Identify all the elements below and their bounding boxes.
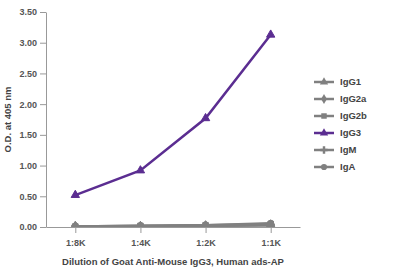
x-tick: 1:1K bbox=[261, 227, 281, 248]
series-line bbox=[75, 35, 270, 195]
x-tick-label: 1:1K bbox=[261, 238, 281, 248]
legend-marker bbox=[321, 164, 327, 170]
legend-item: IgG3 bbox=[314, 127, 361, 138]
x-tick-mark bbox=[75, 227, 76, 233]
y-axis: 0.00 0.50 1.00 1.50 2.00 2.50 3.00 3.50 bbox=[19, 7, 46, 232]
series-point bbox=[136, 166, 144, 173]
series-point bbox=[72, 223, 78, 227]
y-tick-mark bbox=[40, 43, 46, 44]
y-tick-label: 2.50 bbox=[19, 69, 37, 79]
legend-marker bbox=[321, 94, 327, 104]
series-point bbox=[136, 222, 144, 227]
y-tick-label: 0.50 bbox=[19, 192, 37, 202]
chart: 0.00 0.50 1.00 1.50 2.00 2.50 3.00 3.50 1:8K 1:4K… bbox=[0, 0, 400, 275]
y-tick-label: 0.00 bbox=[19, 222, 37, 232]
legend: IgG1 IgG2a IgG2b IgG3 IgM IgA bbox=[314, 76, 367, 172]
legend-marker bbox=[320, 77, 328, 84]
legend-label: IgG1 bbox=[340, 76, 362, 87]
y-axis-title: O.D. at 405 nm bbox=[2, 87, 13, 153]
y-tick-mark bbox=[40, 166, 46, 167]
series-point bbox=[267, 30, 275, 37]
y-axis-line bbox=[46, 13, 47, 228]
y-tick-label: 3.00 bbox=[19, 38, 37, 48]
x-tick-label: 1:2K bbox=[196, 238, 216, 248]
series-point bbox=[137, 223, 143, 227]
series-point bbox=[203, 221, 209, 227]
y-tick: 2.50 bbox=[19, 69, 46, 79]
plot: 0.00 0.50 1.00 1.50 2.00 2.50 3.00 3.50 1:8K 1:4K… bbox=[19, 7, 300, 248]
y-tick-mark bbox=[40, 227, 46, 228]
y-tick: 3.50 bbox=[19, 7, 46, 17]
series-point bbox=[71, 190, 79, 197]
legend-item: IgG2b bbox=[314, 110, 367, 121]
legend-label: IgA bbox=[340, 161, 355, 172]
x-tick: 1:2K bbox=[196, 227, 216, 248]
legend-label: IgG3 bbox=[340, 127, 361, 138]
legend-item: IgA bbox=[314, 161, 355, 172]
y-tick: 0.50 bbox=[19, 192, 46, 202]
series-point bbox=[202, 222, 208, 227]
y-tick: 0.00 bbox=[19, 222, 46, 232]
series-point bbox=[268, 220, 274, 227]
x-tick: 1:4K bbox=[131, 227, 151, 248]
series-point bbox=[268, 220, 274, 226]
legend-item: IgM bbox=[314, 144, 356, 155]
series-point bbox=[203, 222, 208, 227]
series-point bbox=[202, 222, 209, 227]
x-axis: 1:8K 1:4K 1:2K 1:1K bbox=[47, 227, 301, 248]
series-point bbox=[137, 223, 144, 227]
series-point bbox=[72, 221, 78, 227]
x-tick-mark bbox=[271, 227, 272, 233]
x-tick-mark bbox=[206, 227, 207, 233]
series-point bbox=[138, 223, 143, 227]
series-line bbox=[75, 224, 270, 226]
series-point bbox=[268, 221, 273, 226]
x-tick-label: 1:4K bbox=[131, 238, 151, 248]
y-tick-label: 3.50 bbox=[19, 7, 37, 17]
y-tick: 1.50 bbox=[19, 130, 46, 140]
y-tick: 2.00 bbox=[19, 100, 46, 110]
series-point bbox=[73, 224, 78, 227]
series-point bbox=[72, 223, 79, 227]
legend-label: IgG2a bbox=[340, 93, 367, 104]
x-tick-mark bbox=[140, 227, 141, 233]
y-tick-mark bbox=[40, 135, 46, 136]
y-tick-mark bbox=[40, 196, 46, 197]
legend-marker bbox=[320, 146, 327, 153]
y-tick-label: 1.50 bbox=[19, 130, 37, 140]
y-tick-mark bbox=[40, 12, 46, 13]
series-point bbox=[137, 221, 143, 227]
x-tick-label: 1:8K bbox=[66, 238, 86, 248]
y-tick: 3.00 bbox=[19, 38, 46, 48]
legend-item: IgG1 bbox=[314, 76, 362, 87]
series-point bbox=[201, 113, 209, 120]
x-tick: 1:8K bbox=[66, 227, 86, 248]
y-tick-label: 1.00 bbox=[19, 161, 37, 171]
y-tick-mark bbox=[40, 104, 46, 105]
legend-item: IgG2a bbox=[314, 93, 367, 104]
series-line bbox=[75, 223, 270, 226]
y-tick-mark bbox=[40, 73, 46, 74]
legend-marker bbox=[321, 113, 326, 118]
x-axis-title: Dilution of Goat Anti-Mouse IgG3, Human … bbox=[62, 256, 285, 267]
legend-marker bbox=[320, 128, 328, 135]
y-tick-label: 2.00 bbox=[19, 100, 37, 110]
legend-label: IgM bbox=[340, 144, 356, 155]
x-axis-line bbox=[47, 227, 301, 228]
legend-label: IgG2b bbox=[340, 110, 367, 121]
y-tick: 1.00 bbox=[19, 161, 46, 171]
series-group bbox=[71, 30, 275, 227]
series-point bbox=[201, 221, 209, 227]
